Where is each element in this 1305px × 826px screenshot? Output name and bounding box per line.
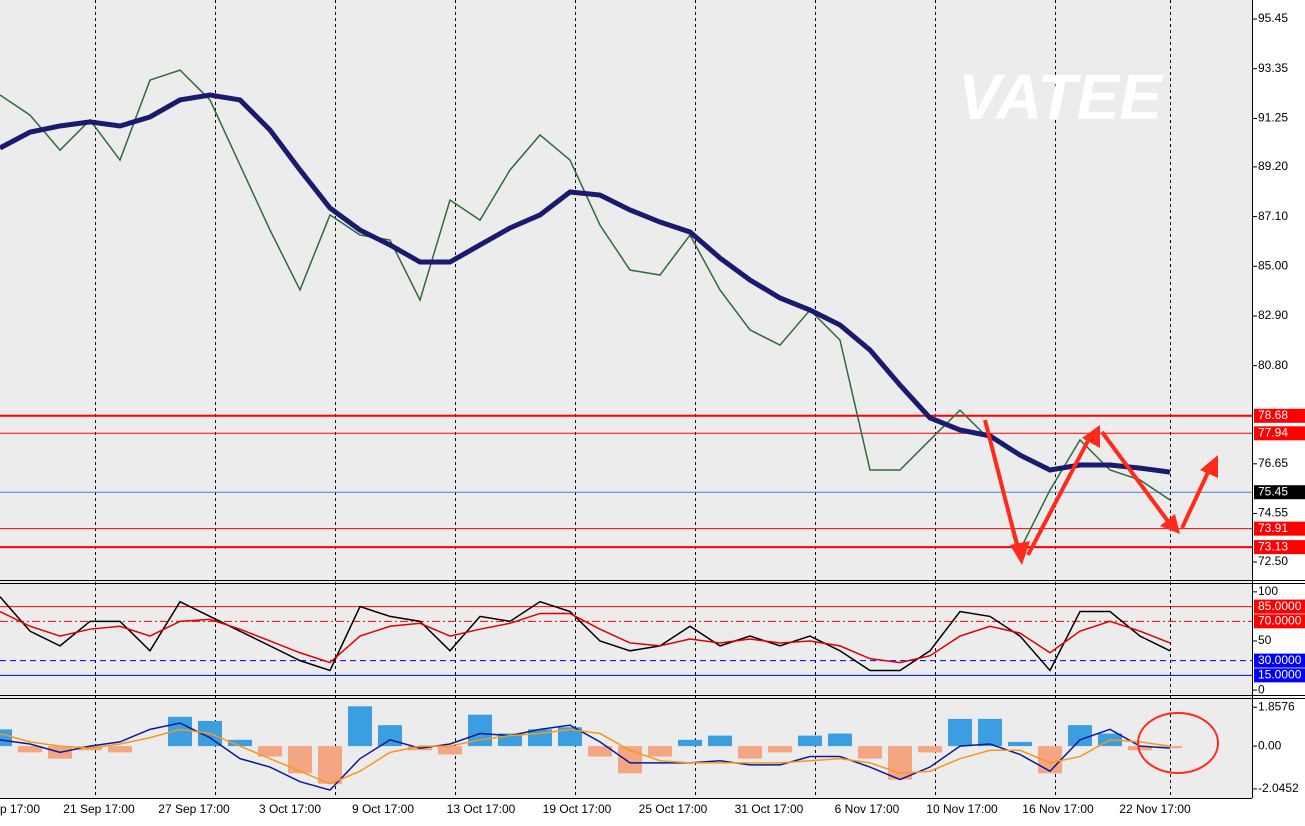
level-label-box [1254,540,1305,555]
y-tick-label: 74.55 [1258,506,1288,520]
level-label-box [1254,668,1305,683]
histogram-bar [1008,741,1032,747]
histogram-bar [558,727,582,747]
level-label: 70.0000 [1258,613,1302,627]
y-tick-label: 89.20 [1258,159,1288,173]
x-tick-label: 27 Sep 17:00 [158,802,230,816]
histogram-bar [288,746,312,774]
arrow [1100,430,1172,526]
x-tick-label: 31 Oct 17:00 [735,802,804,816]
y-tick-label: 0 [1258,682,1265,696]
x-tick-label: 22 Nov 17:00 [1119,802,1191,816]
histogram-bar [798,735,822,747]
plot-background [0,0,1252,798]
arrow [1026,434,1093,556]
series-line [0,722,1171,791]
series-line [0,92,1171,475]
histogram-bar [1128,746,1152,751]
level-label-box [1254,426,1305,441]
x-tick-label: 13 Oct 17:00 [447,802,516,816]
y-tick-label: 1.8576 [1258,699,1295,713]
x-tick-label: 9 Oct 17:00 [352,802,414,816]
histogram-bar [678,739,702,747]
histogram-bar [768,746,792,753]
y-tick-label: 50 [1258,633,1272,647]
y-tick-label: 87.10 [1258,209,1288,223]
histogram-bar [18,746,42,753]
histogram-bar [948,718,972,747]
level-label: 85.0000 [1258,599,1302,613]
level-label: 78.68 [1258,408,1288,422]
x-tick-label: 3 Oct 17:00 [259,802,321,816]
y-tick-label: 72.50 [1258,554,1288,568]
y-tick-label: 82.90 [1258,308,1288,322]
annotations [983,419,1219,774]
y-tick-label: 95.45 [1258,11,1288,25]
histogram-bar [318,746,342,784]
series-line [0,596,1171,672]
arrow-head [1160,514,1180,534]
y-tick-label: 80.80 [1258,358,1288,372]
arrow-head [1082,425,1100,448]
arrow [983,419,1021,554]
histogram-bar [438,746,462,755]
x-tick-label: 10 Nov 17:00 [926,802,998,816]
level-label-box [1254,599,1305,614]
histogram-bar [978,718,1002,747]
histogram-bar [1158,746,1182,749]
histogram-bar [108,746,132,753]
y-tick-label: 0.00 [1258,738,1282,752]
arrow [1180,467,1212,529]
arrow-head [1200,455,1218,478]
frame [0,0,1305,799]
histogram-bar [378,725,402,747]
x-tick-label: 19 Oct 17:00 [543,802,612,816]
histogram-bar [648,746,672,757]
series-line [0,728,1171,785]
level-label: 73.91 [1258,521,1288,535]
histogram-bar [738,746,762,759]
histogram-bar [228,739,252,747]
level-label-box [1254,614,1305,629]
histogram-bar [258,746,282,757]
x-tick-label: 16 Nov 17:00 [1022,802,1094,816]
y-tick-label: 100 [1258,584,1278,598]
y-tick-label: 93.35 [1258,61,1288,75]
y-tick-label: -2.0452 [1258,781,1299,795]
level-label-box [1254,485,1305,500]
level-label: 15.0000 [1258,668,1302,682]
arrow-head [1010,541,1030,565]
level-label: 73.13 [1258,539,1288,553]
vertical-grid [95,0,1171,798]
x-tick-label: p 17:00 [0,802,40,816]
level-label-box [1254,408,1305,423]
histogram-bar [1068,725,1092,747]
level-label: 75.45 [1258,484,1288,498]
level-label-box [1254,653,1305,668]
level-label-box [1254,521,1305,536]
x-tick-label: 21 Sep 17:00 [63,802,135,816]
histogram-bar [828,733,852,747]
histogram-bar [858,746,882,759]
histogram-bar [588,746,612,757]
highlight-circle [1137,712,1219,774]
y-tick-label: 91.25 [1258,111,1288,125]
histogram-bar [708,735,732,747]
x-tick-label: 25 Oct 17:00 [639,802,708,816]
series-line [0,610,1171,664]
x-tick-label: 6 Nov 17:00 [835,802,900,816]
level-label: 77.94 [1258,425,1288,439]
y-tick-label: 76.65 [1258,456,1288,470]
histogram-bar [0,729,12,747]
histogram-bar [348,706,372,747]
level-label: 30.0000 [1258,653,1302,667]
histogram-bar [918,746,942,753]
y-tick-label: 85.00 [1258,258,1288,272]
watermark: VATEE [958,61,1164,133]
histogram-bar [888,746,912,780]
